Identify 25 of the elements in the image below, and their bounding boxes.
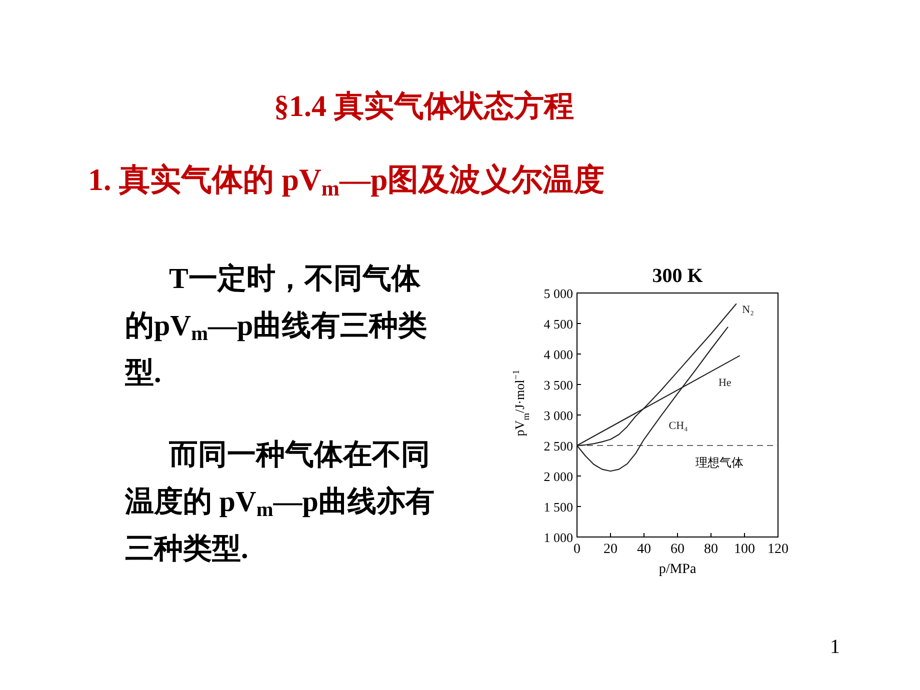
- y-tick-label: 1 500: [544, 500, 573, 514]
- x-tick-label: 60: [670, 542, 684, 557]
- y-tick-label: 1 000: [544, 530, 573, 545]
- x-tick-label: 80: [704, 542, 718, 557]
- title: §1.4 真实气体状态方程: [273, 88, 575, 125]
- series-label: He: [718, 376, 732, 389]
- x-tick-label: 20: [604, 542, 618, 557]
- text: 300 K: [652, 265, 704, 287]
- series-label: N₂: [742, 304, 754, 316]
- x-tick-label: 40: [637, 542, 651, 557]
- x-tick-label: 100: [734, 542, 755, 557]
- y-tick-label: 2 000: [544, 469, 573, 484]
- x-tick-label: 120: [768, 542, 788, 557]
- page-number: 1: [830, 636, 840, 659]
- y-tick-label: 4 500: [544, 316, 573, 332]
- y-tick-label: 5 000: [544, 286, 573, 301]
- subtitle: 1. 真实气体的 pV$_{m}$—p图及波义尔温度: [88, 161, 605, 201]
- y-tick-label: 2 500: [544, 438, 573, 454]
- series-label: CH₄: [668, 420, 688, 432]
- y-tick-label: 3 500: [544, 378, 573, 392]
- x-axis-title: p/MPa: [658, 562, 697, 577]
- y-tick-label: 3 000: [544, 408, 573, 423]
- x-tick-label: 0: [574, 542, 580, 557]
- ref-line-label: 理想气体: [696, 456, 744, 470]
- y-tick-label: 4 000: [544, 347, 573, 362]
